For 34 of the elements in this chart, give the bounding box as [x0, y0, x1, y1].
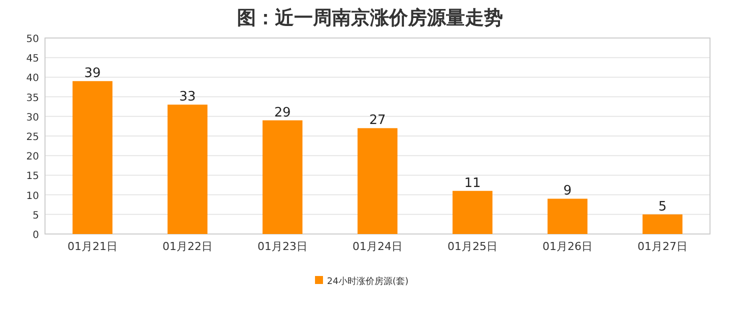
y-tick-label: 15 — [26, 171, 39, 182]
x-tick-label: 01月24日 — [352, 240, 402, 253]
chart-title: 图：近一周南京涨价房源量走势 — [237, 7, 503, 29]
data-label: 9 — [563, 184, 572, 199]
x-tick-label: 01月21日 — [68, 240, 118, 253]
data-label: 33 — [179, 90, 196, 105]
data-label: 27 — [369, 113, 386, 128]
x-tick-label: 01月25日 — [448, 240, 498, 253]
x-tick-label: 01月26日 — [542, 240, 592, 253]
legend-label: 24小时涨价房源(套) — [327, 276, 408, 287]
x-tick-label: 01月23日 — [258, 240, 308, 253]
y-tick-label: 20 — [26, 152, 39, 163]
x-tick-label: 01月22日 — [162, 240, 212, 253]
bar — [168, 104, 208, 234]
data-label: 5 — [658, 199, 667, 214]
bar — [548, 198, 588, 234]
data-label: 11 — [464, 176, 481, 191]
bar — [452, 190, 492, 234]
bar — [262, 120, 302, 234]
data-label: 39 — [84, 66, 101, 82]
y-tick-label: 5 — [32, 210, 39, 222]
y-tick-label: 40 — [26, 73, 39, 84]
data-label: 29 — [274, 105, 291, 120]
x-tick-label: 01月27日 — [638, 240, 688, 253]
y-tick-label: 35 — [26, 92, 39, 104]
y-tick-label: 0 — [32, 230, 39, 241]
y-tick-label: 45 — [26, 54, 39, 65]
y-tick-label: 25 — [26, 132, 39, 143]
bar — [72, 81, 112, 234]
bar — [358, 128, 398, 234]
y-tick-label: 50 — [26, 34, 39, 45]
y-tick-label: 30 — [26, 112, 39, 124]
bar — [642, 214, 682, 234]
y-tick-label: 10 — [26, 190, 39, 202]
